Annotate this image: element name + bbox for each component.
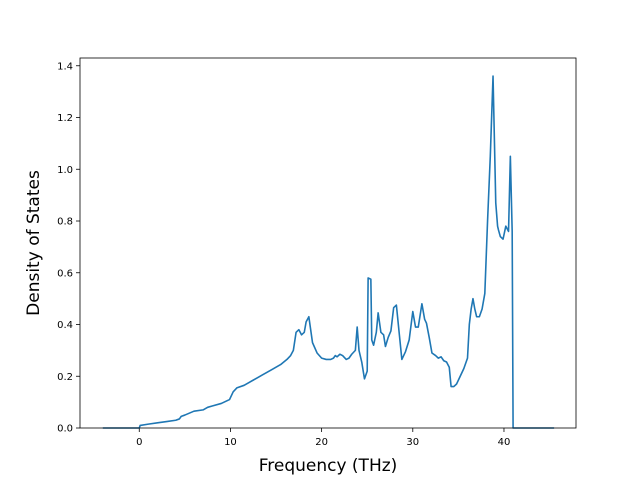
y-tick-label: 1.2 [57, 113, 73, 124]
y-tick-label: 0.8 [57, 217, 73, 228]
x-tick-label: 30 [406, 437, 419, 448]
y-axis-label: Density of States [24, 170, 44, 316]
y-tick-label: 1.4 [57, 61, 73, 72]
y-tick-label: 1.0 [57, 165, 73, 176]
plot-background [80, 58, 576, 428]
x-tick-label: 0 [136, 437, 142, 448]
x-axis-ticks: 0 10 20 30 40 [136, 428, 510, 448]
y-tick-label: 0.4 [57, 320, 73, 331]
y-tick-label: 0.2 [57, 372, 73, 383]
y-tick-label: 0.6 [57, 268, 73, 279]
y-axis-ticks: 0.0 0.2 0.4 0.6 0.8 1.0 1.2 1.4 [57, 61, 80, 435]
x-tick-label: 20 [315, 437, 328, 448]
x-axis-label: Frequency (THz) [259, 456, 398, 476]
x-tick-label: 40 [498, 437, 511, 448]
plot-frame [79, 57, 577, 429]
y-tick-label: 0.0 [57, 424, 73, 435]
x-tick-label: 10 [224, 437, 237, 448]
series-line [102, 75, 555, 429]
